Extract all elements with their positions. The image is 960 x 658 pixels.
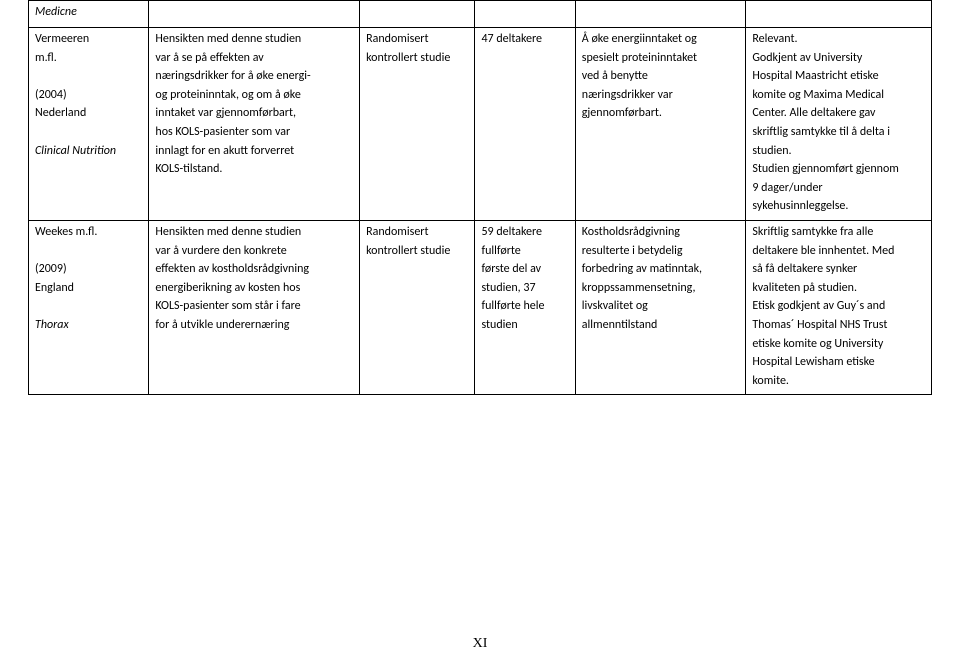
- cell-header-c2: [149, 1, 360, 28]
- text-line: Weekes m.fl.: [35, 223, 142, 242]
- cell-header-c5: [575, 1, 746, 28]
- document-page: Medicne Vermeeren m.fl. (2004) Nederland…: [0, 0, 960, 658]
- table-row: Vermeeren m.fl. (2004) Nederland Clinica…: [29, 28, 932, 221]
- text-line: spesielt proteininntaket: [582, 49, 740, 68]
- text-line: studien.: [752, 142, 925, 161]
- cell-r2-c1: Weekes m.fl. (2009) England Thorax: [29, 220, 149, 394]
- text-line: fullførte: [481, 242, 568, 261]
- text-line: 47 deltakere: [481, 30, 568, 49]
- text-line: fullførte hele: [481, 297, 568, 316]
- text-line: og proteininntak, og om å øke: [155, 86, 353, 105]
- cell-r1-c5: Å øke energiinntaket og spesielt protein…: [575, 28, 746, 221]
- text-line: ved å benytte: [582, 67, 740, 86]
- text-line: (2009): [35, 260, 142, 279]
- cell-r1-c3: Randomisert kontrollert studie: [360, 28, 475, 221]
- text-line: etiske komite og University: [752, 335, 925, 354]
- text-line: [35, 67, 142, 86]
- text-line: komite.: [752, 372, 925, 391]
- text-line: gjennomførbart.: [582, 104, 740, 123]
- text-line: Thorax: [35, 316, 142, 335]
- cell-r1-c2: Hensikten med denne studien var å se på …: [149, 28, 360, 221]
- text-line: resulterte i betydelig: [582, 242, 740, 261]
- text-line: deltakere ble innhentet. Med: [752, 242, 925, 261]
- text-line: kontrollert studie: [366, 242, 468, 261]
- main-table: Medicne Vermeeren m.fl. (2004) Nederland…: [28, 0, 932, 395]
- text-line: 9 dager/under: [752, 179, 925, 198]
- text-line: 59 deltakere: [481, 223, 568, 242]
- cell-r2-c5: Kostholdsrådgivning resulterte i betydel…: [575, 220, 746, 394]
- cell-header-c6: [746, 1, 932, 28]
- text-line: var å vurdere den konkrete: [155, 242, 353, 261]
- text-line: Hensikten med denne studien: [155, 223, 353, 242]
- text-line: effekten av kostholdsrådgivning: [155, 260, 353, 279]
- text-line: Å øke energiinntaket og: [582, 30, 740, 49]
- text-line: forbedring av matinntak,: [582, 260, 740, 279]
- text-line: Skriftlig samtykke fra alle: [752, 223, 925, 242]
- text-line: komite og Maxima Medical: [752, 86, 925, 105]
- text-line: næringsdrikker var: [582, 86, 740, 105]
- text-line: Nederland: [35, 104, 142, 123]
- text-line: Randomisert: [366, 30, 468, 49]
- table-row: Weekes m.fl. (2009) England Thorax Hensi…: [29, 220, 932, 394]
- cell-r2-c3: Randomisert kontrollert studie: [360, 220, 475, 394]
- text-line: kroppssammensetning,: [582, 279, 740, 298]
- text-line: kontrollert studie: [366, 49, 468, 68]
- text-line: innlagt for en akutt forverret: [155, 142, 353, 161]
- cell-r2-c4: 59 deltakere fullførte første del av stu…: [475, 220, 575, 394]
- text-line: var å se på effekten av: [155, 49, 353, 68]
- text-line: m.fl.: [35, 49, 142, 68]
- text-line: Kostholdsrådgivning: [582, 223, 740, 242]
- cell-r1-c6: Relevant. Godkjent av University Hospita…: [746, 28, 932, 221]
- text-line: Randomisert: [366, 223, 468, 242]
- text-line: Vermeeren: [35, 30, 142, 49]
- text-line: første del av: [481, 260, 568, 279]
- text-line: Godkjent av University: [752, 49, 925, 68]
- header-text: Medicne: [35, 5, 77, 19]
- text-line: [35, 242, 142, 261]
- cell-r1-c4: 47 deltakere: [475, 28, 575, 221]
- table-row: Medicne: [29, 1, 932, 28]
- text-line: Thomas´ Hospital NHS Trust: [752, 316, 925, 335]
- cell-header-c3: [360, 1, 475, 28]
- text-line: livskvalitet og: [582, 297, 740, 316]
- text-line: Relevant.: [752, 30, 925, 49]
- text-line: Center. Alle deltakere gav: [752, 104, 925, 123]
- text-line: energiberikning av kosten hos: [155, 279, 353, 298]
- text-line: Hospital Maastricht etiske: [752, 67, 925, 86]
- cell-r2-c2: Hensikten med denne studien var å vurder…: [149, 220, 360, 394]
- text-line: sykehusinnleggelse.: [752, 197, 925, 216]
- text-line: Clinical Nutrition: [35, 142, 142, 161]
- page-number: XI: [0, 636, 960, 652]
- text-line: (2004): [35, 86, 142, 105]
- cell-r1-c1: Vermeeren m.fl. (2004) Nederland Clinica…: [29, 28, 149, 221]
- text-line: studien: [481, 316, 568, 335]
- cell-header-c1: Medicne: [29, 1, 149, 28]
- text-line: Etisk godkjent av Guy´s and: [752, 297, 925, 316]
- text-line: så få deltakere synker: [752, 260, 925, 279]
- text-line: for å utvikle underernæring: [155, 316, 353, 335]
- cell-r2-c6: Skriftlig samtykke fra alle deltakere bl…: [746, 220, 932, 394]
- text-line: hos KOLS-pasienter som var: [155, 123, 353, 142]
- text-line: skriftlig samtykke til å delta i: [752, 123, 925, 142]
- text-line: studien, 37: [481, 279, 568, 298]
- text-line: KOLS-tilstand.: [155, 160, 353, 179]
- text-line: inntaket var gjennomførbart,: [155, 104, 353, 123]
- text-line: [35, 123, 142, 142]
- text-line: kvaliteten på studien.: [752, 279, 925, 298]
- text-line: Hospital Lewisham etiske: [752, 353, 925, 372]
- text-line: England: [35, 279, 142, 298]
- text-line: Hensikten med denne studien: [155, 30, 353, 49]
- text-line: næringsdrikker for å øke energi-: [155, 67, 353, 86]
- text-line: [35, 297, 142, 316]
- text-line: Studien gjennomført gjennom: [752, 160, 925, 179]
- text-line: allmenntilstand: [582, 316, 740, 335]
- cell-header-c4: [475, 1, 575, 28]
- text-line: KOLS-pasienter som står i fare: [155, 297, 353, 316]
